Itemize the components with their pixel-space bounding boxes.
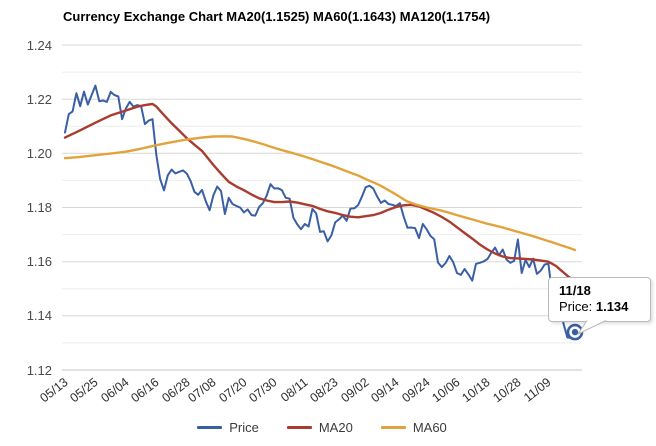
legend-item-ma60: MA60 bbox=[380, 420, 447, 435]
tooltip-date: 11/18 bbox=[559, 283, 591, 298]
tooltip-value: 1.134 bbox=[595, 299, 629, 314]
legend-swatch-price bbox=[197, 426, 223, 429]
legend-swatch-ma60 bbox=[380, 426, 406, 429]
y-tick-label: 1.18 bbox=[26, 200, 52, 215]
y-tick-label: 1.20 bbox=[26, 145, 52, 161]
chart-title: Currency Exchange Chart MA20(1.1525) MA6… bbox=[63, 9, 491, 24]
legend-label: MA60 bbox=[412, 420, 447, 435]
legend-swatch-ma20 bbox=[286, 426, 312, 429]
y-tick-label: 1.22 bbox=[26, 91, 52, 107]
price-line[interactable] bbox=[64, 84, 576, 339]
chart-legend: Price MA20 MA60 bbox=[62, 420, 582, 435]
legend-item-ma20: MA20 bbox=[286, 420, 353, 435]
y-tick-label: 1.12 bbox=[26, 362, 52, 378]
ma20-line[interactable] bbox=[63, 102, 577, 284]
y-tick-label: 1.24 bbox=[26, 37, 52, 53]
highlight-point-dot[interactable] bbox=[571, 328, 579, 336]
tooltip-pointer bbox=[576, 320, 607, 336]
legend-item-price: Price bbox=[197, 420, 259, 435]
y-tick-label: 1.16 bbox=[26, 254, 52, 270]
tooltip: 11/18 Price: 1.134 bbox=[548, 277, 651, 322]
legend-label: Price bbox=[229, 420, 259, 435]
legend-label: MA20 bbox=[318, 420, 353, 435]
y-tick-label: 1.14 bbox=[26, 308, 52, 324]
ma60-line[interactable] bbox=[63, 135, 577, 252]
tooltip-series-label: Price: bbox=[559, 299, 593, 314]
tooltip-price-line: Price: 1.134 bbox=[559, 299, 640, 315]
